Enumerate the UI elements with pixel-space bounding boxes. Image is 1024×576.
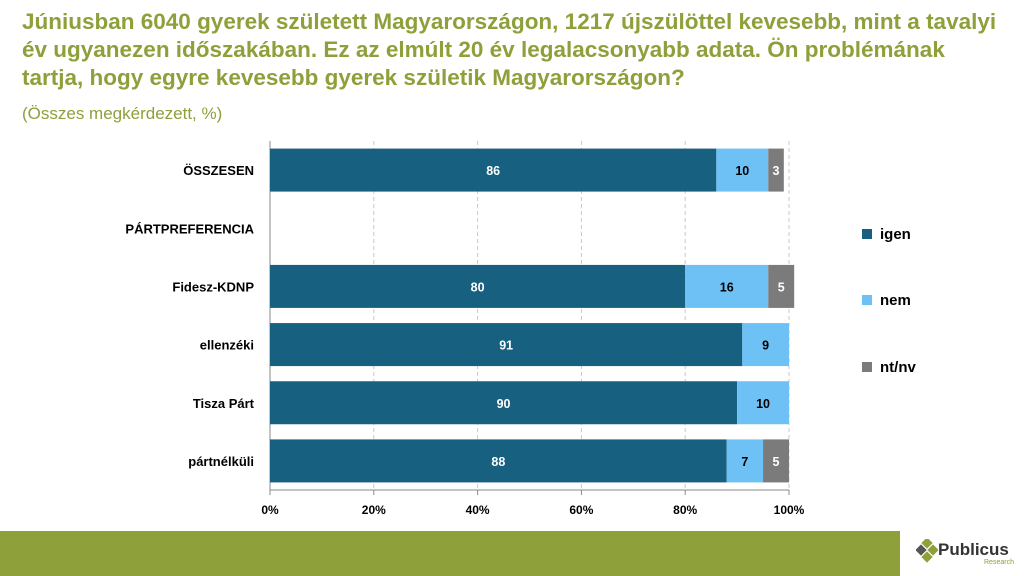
stacked-bar-chart: 0% 20% 40% 60% 80% 100% ÖSSZESEN 86 10 3 PÁRTPREFE…	[125, 141, 916, 517]
chart-title: Júniusban 6040 gyerek született Magyaror…	[22, 9, 997, 90]
bar-ntnv	[768, 264, 795, 308]
data-label: 80	[471, 280, 485, 294]
x-tick-label: 20%	[362, 503, 386, 517]
data-label: 10	[735, 164, 749, 178]
bar-nem	[737, 381, 789, 425]
legend-label: nt/nv	[880, 359, 916, 376]
legend-swatch	[862, 362, 872, 372]
data-label: 10	[756, 397, 770, 411]
data-label: 3	[773, 164, 780, 178]
data-label: 90	[497, 397, 511, 411]
data-label: 86	[486, 164, 500, 178]
category-label: ellenzéki	[200, 338, 254, 353]
x-tick-label: 60%	[569, 503, 593, 517]
x-tick-label: 0%	[261, 503, 279, 517]
data-label: 16	[720, 280, 734, 294]
legend-swatch	[862, 295, 872, 305]
bar-igen	[270, 381, 738, 425]
legend-swatch	[862, 229, 872, 239]
bar-nem	[685, 264, 769, 308]
category-label: Fidesz-KDNP	[172, 279, 254, 294]
x-tick-label: 40%	[466, 503, 490, 517]
data-label: 88	[491, 455, 505, 469]
data-label: 9	[762, 339, 769, 353]
bar-nem	[716, 148, 769, 192]
category-label: ÖSSZESEN	[183, 163, 254, 178]
bar-igen	[270, 439, 727, 483]
footer-bar	[0, 531, 1024, 576]
legend-label: nem	[880, 292, 911, 309]
bar-ntnv	[768, 148, 784, 192]
publicus-diamond-icon	[916, 539, 938, 563]
bar-igen	[270, 148, 717, 192]
data-label: 91	[499, 339, 513, 353]
logo-subtext: Research	[984, 559, 1014, 566]
category-label: pártnélküli	[188, 454, 254, 469]
legend-label: igen	[880, 226, 911, 243]
publicus-logo: Publicus Research	[900, 531, 1024, 576]
data-label: 5	[773, 455, 780, 469]
bar-igen	[270, 323, 743, 367]
category-label: PÁRTPREFERENCIA	[125, 221, 254, 236]
bar-ntnv	[763, 439, 789, 483]
category-label: Tisza Párt	[193, 396, 255, 411]
logo-text: Publicus	[938, 540, 1009, 559]
data-label: 7	[741, 455, 748, 469]
bar-nem	[742, 323, 789, 367]
x-tick-label: 80%	[673, 503, 697, 517]
chart-subtitle: (Összes megkérdezett, %)	[22, 104, 223, 123]
bar-nem	[726, 439, 764, 483]
data-label: 5	[778, 280, 785, 294]
x-tick-label: 100%	[774, 503, 805, 517]
bar-igen	[270, 264, 686, 308]
